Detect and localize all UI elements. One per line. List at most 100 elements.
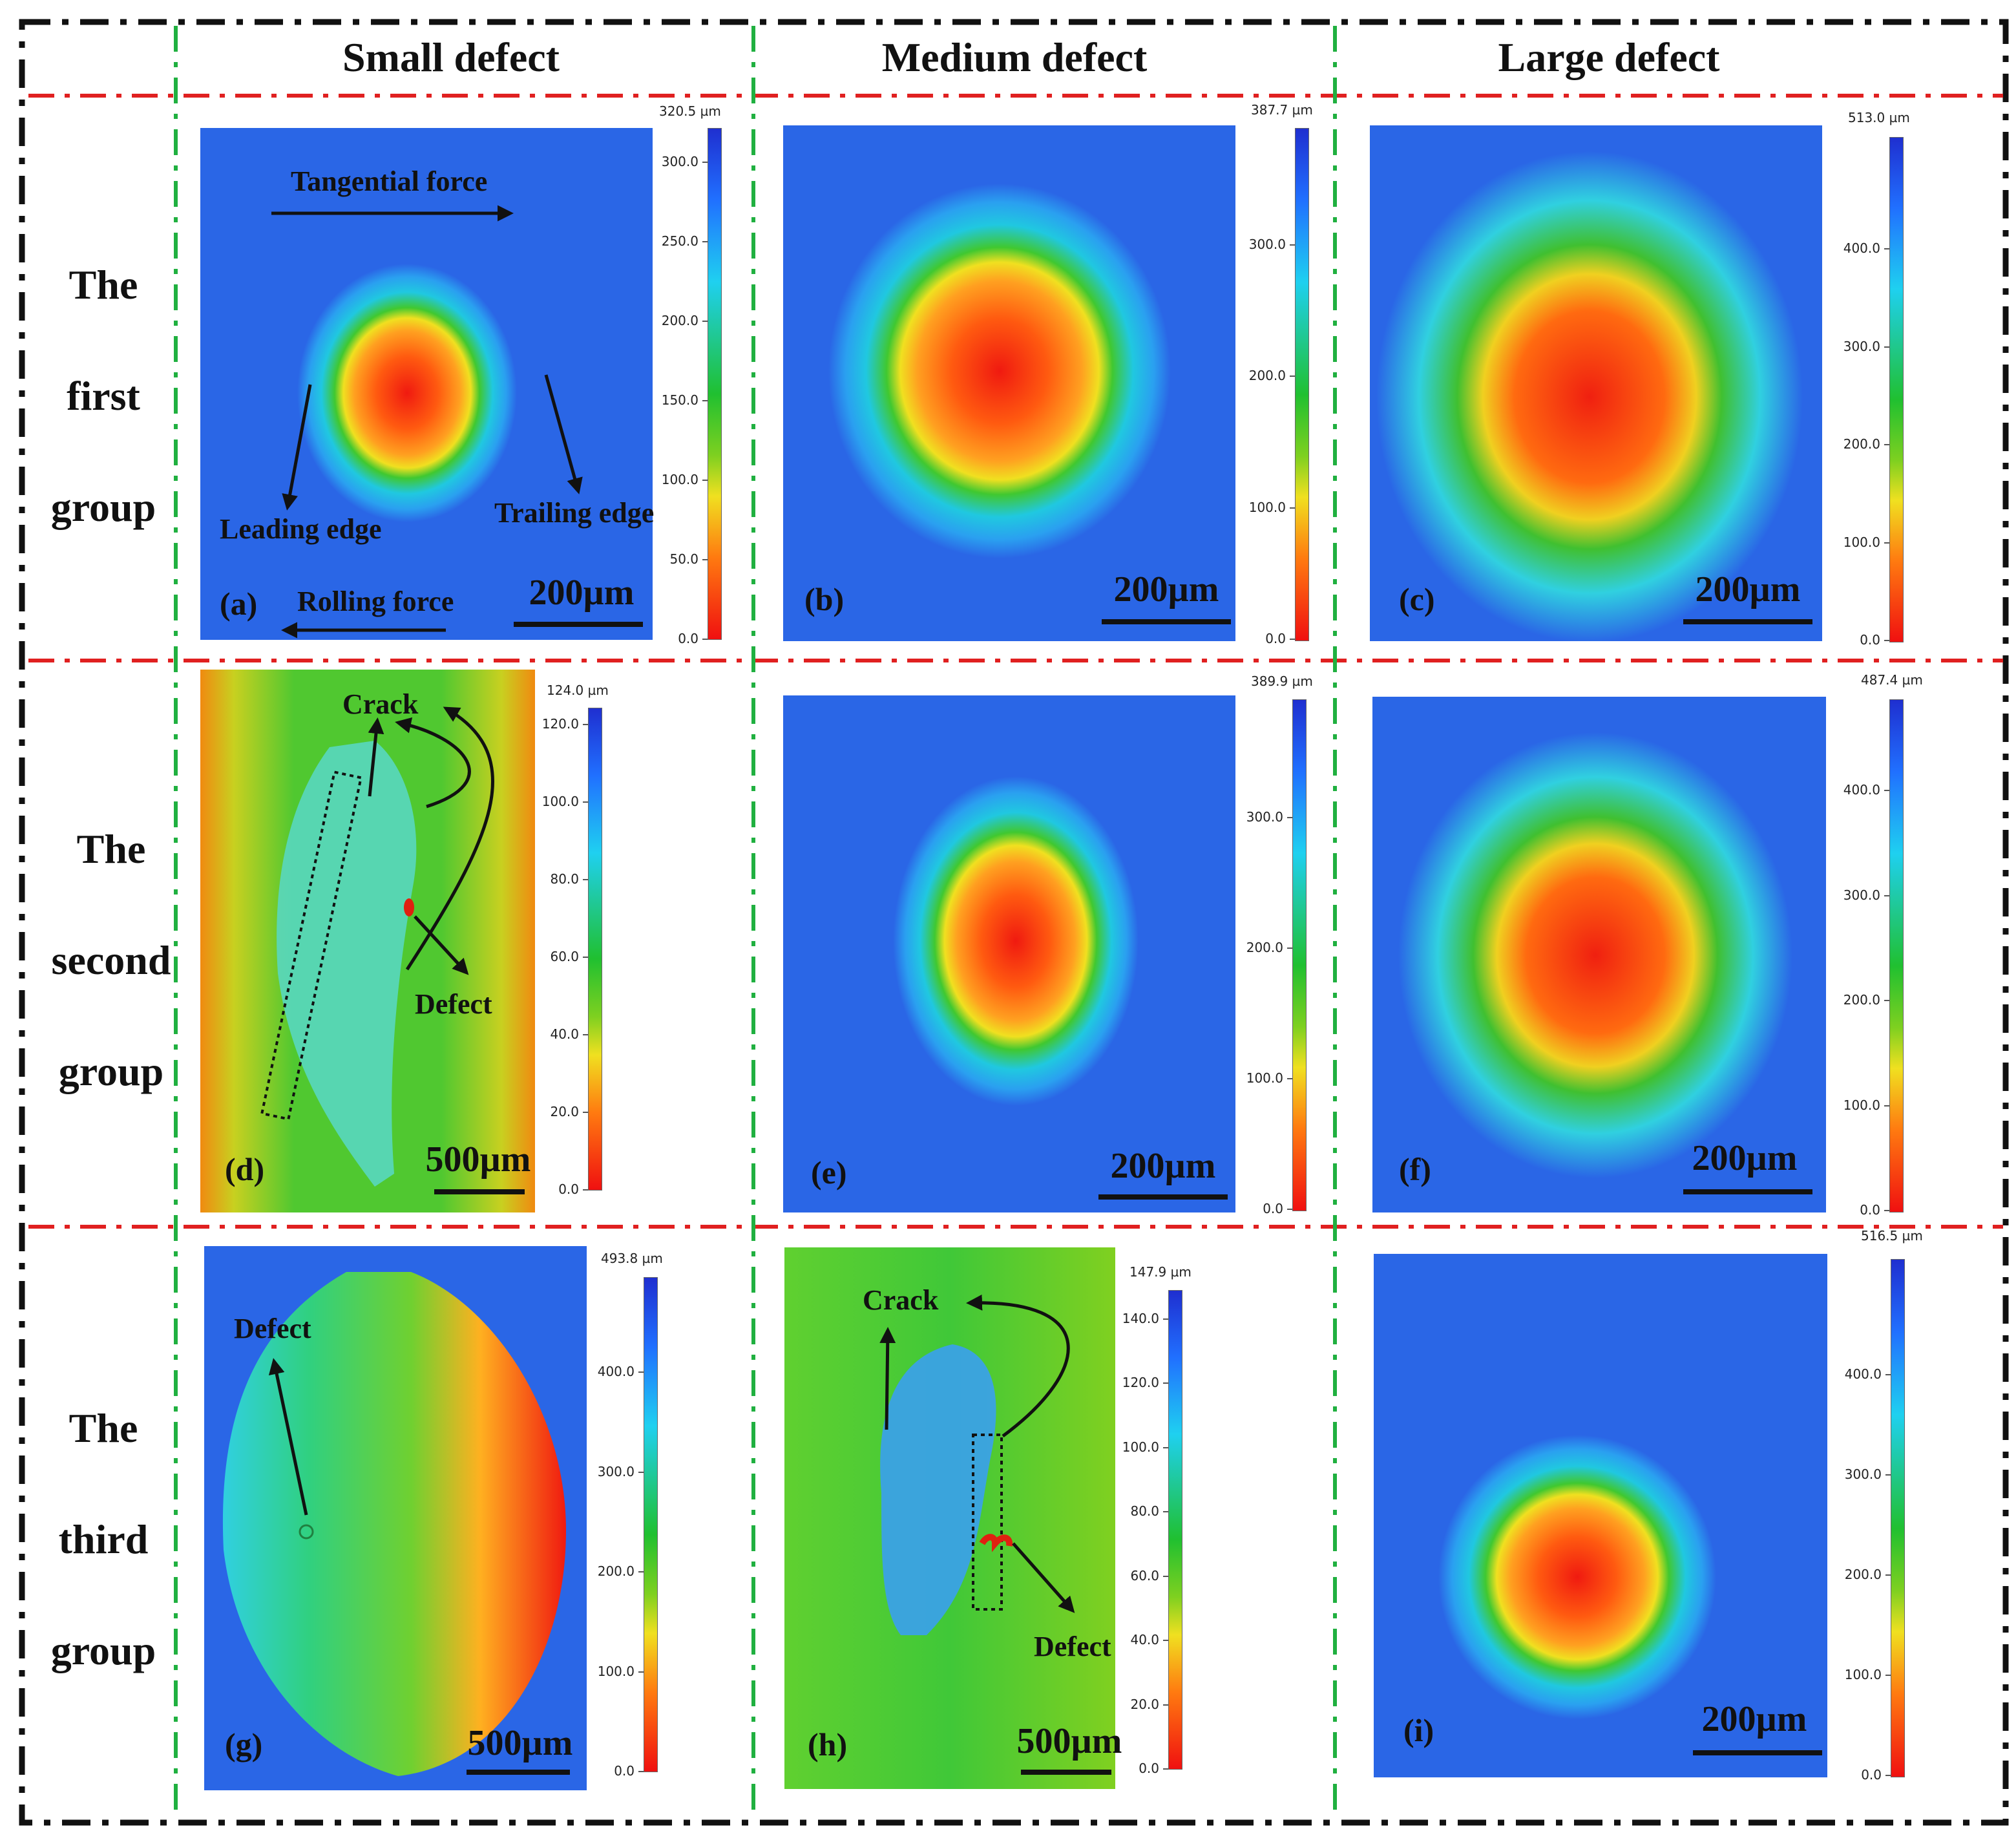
panel-e-tick-label: 200.0: [1246, 940, 1283, 955]
row-title-third-line1: The: [68, 1405, 138, 1451]
panel-e-colorbar: [1292, 699, 1307, 1211]
panel-c-tick-mark: [1884, 542, 1889, 544]
panel-i-scale-label: 200µm: [1701, 1699, 1807, 1739]
panel-d-colorbar-max: 124.0 µm: [547, 683, 609, 698]
panel-g-image: [204, 1246, 587, 1790]
row-title-third-line3: group: [50, 1627, 156, 1673]
panel-h-tick-mark: [1163, 1318, 1168, 1320]
panel-g-tick-label: 400.0: [597, 1364, 635, 1379]
panel-g-colorbar: [644, 1277, 658, 1772]
panel-g-tick-mark: [638, 1371, 644, 1373]
panel-e-tick-mark: [1287, 947, 1292, 949]
panel-d-tick-mark: [583, 1112, 588, 1113]
panel-h-tick-label: 40.0: [1130, 1632, 1159, 1648]
panel-e-defect: [893, 776, 1139, 1106]
annotation-crack-d: Crack: [342, 688, 419, 720]
panel-c-tick-label: 200.0: [1843, 436, 1880, 452]
panel-d-wear-scar: [277, 741, 417, 1187]
panel-a-tick-mark: [702, 162, 708, 163]
panel-d-tag: (d): [225, 1151, 265, 1187]
panel-d-scale-bar: [434, 1189, 525, 1194]
panel-a-scale-bar: [514, 622, 643, 627]
panel-c-colorbar-max: 513.0 µm: [1848, 110, 1910, 125]
panel-a-tick-label: 0.0: [678, 631, 698, 646]
panel-f-image: [1372, 697, 1826, 1212]
panel-f-tick-mark: [1884, 1105, 1889, 1106]
panel-e-colorbar-max: 389.9 µm: [1251, 673, 1313, 689]
panel-b-tick-label: 300.0: [1248, 237, 1286, 252]
panel-h-scale-bar: [1021, 1770, 1111, 1775]
panel-b-tick-mark: [1290, 639, 1295, 640]
panel-e-tick-mark: [1287, 817, 1292, 818]
panel-h-tick-mark: [1163, 1575, 1168, 1577]
panel-f-tag: (f): [1399, 1151, 1431, 1187]
panel-f-tick-label: 200.0: [1843, 992, 1880, 1008]
row-title-third: The third group: [26, 1373, 181, 1706]
row-title-third-line2: third: [58, 1516, 149, 1562]
panel-a-tick-mark: [702, 480, 708, 481]
panel-h-tick-label: 120.0: [1122, 1375, 1159, 1391]
panel-h-tick-label: 80.0: [1130, 1503, 1159, 1519]
panel-g-defect: [222, 1272, 566, 1776]
panel-f-scale-bar: [1683, 1189, 1812, 1194]
panel-c-tick-label: 400.0: [1843, 240, 1880, 256]
row-title-first-line2: first: [67, 373, 140, 419]
panel-g-scale-label: 500µm: [467, 1723, 573, 1763]
panel-d-tick-mark: [583, 1034, 588, 1035]
panel-a-tick-label: 100.0: [661, 472, 698, 487]
panel-g-tick-label: 100.0: [597, 1663, 635, 1679]
panel-d-image: [200, 670, 535, 1212]
panel-g-tick-label: 200.0: [597, 1563, 635, 1579]
annotation-rolling-force: Rolling force: [297, 586, 454, 617]
annotation-defect-g: Defect: [234, 1313, 311, 1344]
row-title-second-line3: group: [58, 1048, 164, 1094]
panel-b-scale-bar: [1102, 619, 1231, 624]
panel-d-tick-mark: [583, 724, 588, 725]
panel-h-tag: (h): [808, 1726, 848, 1763]
panel-c-tick-label: 100.0: [1843, 534, 1880, 550]
panel-i-image: [1374, 1254, 1827, 1777]
panel-d-tick-mark: [583, 1189, 588, 1191]
panel-i-tick-mark: [1885, 1574, 1891, 1576]
panel-d-tick-mark: [583, 879, 588, 880]
panel-h-tick-label: 60.0: [1130, 1567, 1159, 1583]
panel-c-colorbar: [1889, 137, 1904, 642]
panel-d-tick-label: 40.0: [550, 1026, 579, 1042]
panel-c-image: [1370, 125, 1822, 641]
annotation-tangential-force: Tangential force: [291, 165, 488, 197]
panel-i-tick-label: 200.0: [1844, 1567, 1882, 1582]
panel-g-defect-spot: [299, 1524, 314, 1540]
panel-i-tick-mark: [1885, 1675, 1891, 1676]
panel-i-colorbar-max: 516.5 µm: [1861, 1228, 1923, 1244]
panel-f-defect: [1398, 732, 1792, 1178]
panel-g-colorbar-max: 493.8 µm: [601, 1251, 663, 1266]
row-title-first: The first group: [26, 229, 181, 563]
panel-e-tick-label: 100.0: [1246, 1070, 1283, 1086]
panel-h-tick-mark: [1163, 1704, 1168, 1706]
panel-f-tick-mark: [1884, 1000, 1889, 1001]
panel-a-tick-mark: [702, 639, 708, 640]
panel-h-crack-box: [972, 1434, 1003, 1611]
panel-a-tick-mark: [702, 321, 708, 322]
panel-g-tag: (g): [225, 1726, 263, 1763]
panel-b-tag: (b): [804, 581, 845, 617]
outer-frame: [19, 19, 2009, 1826]
panel-c-tick-mark: [1884, 248, 1889, 249]
panel-f-tick-mark: [1884, 895, 1889, 896]
panel-a-tick-mark: [702, 559, 708, 560]
annotation-crack-h: Crack: [863, 1284, 939, 1316]
panel-e-tick-label: 300.0: [1246, 809, 1283, 825]
panel-h-tick-mark: [1163, 1640, 1168, 1642]
row-title-first-line3: group: [50, 484, 156, 530]
panel-g-tick-mark: [638, 1471, 644, 1473]
panel-a-tick-label: 250.0: [661, 233, 698, 249]
panel-h-image: [784, 1247, 1115, 1789]
panel-h-tick-label: 140.0: [1122, 1311, 1159, 1326]
row-title-second-line2: second: [51, 937, 171, 983]
column-title-large: Large defect: [1498, 34, 1720, 80]
panel-g-tick-label: 0.0: [614, 1763, 635, 1779]
panel-g-tick-mark: [638, 1771, 644, 1772]
panel-c-tick-mark: [1884, 444, 1889, 445]
panel-b-defect: [828, 184, 1171, 558]
panel-f-tick-mark: [1884, 790, 1889, 791]
